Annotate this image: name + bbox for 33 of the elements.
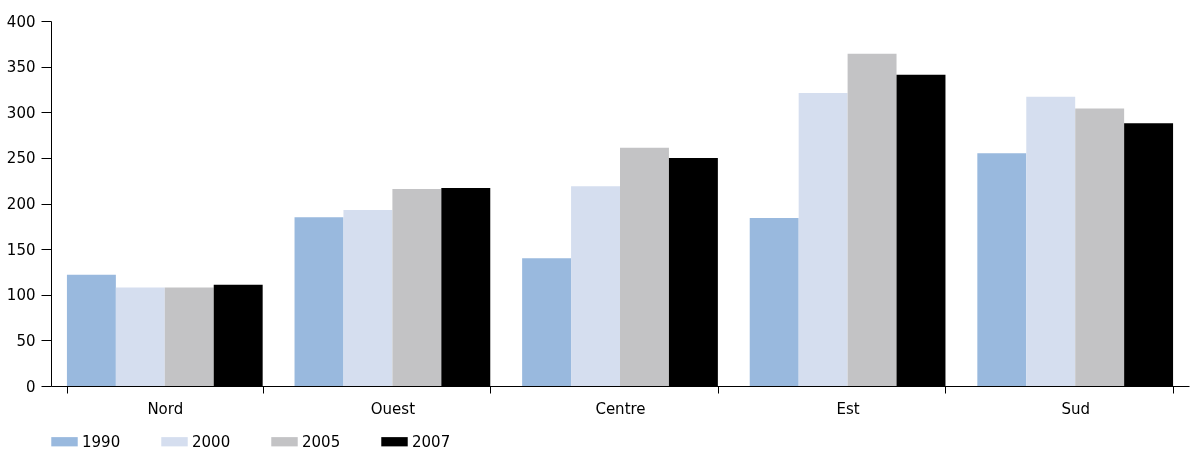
- x-tick-label: Ouest: [370, 399, 416, 418]
- bar: [343, 209, 393, 386]
- bar: [522, 258, 572, 386]
- bar: [392, 188, 442, 386]
- bar: [115, 287, 165, 386]
- bar: [571, 186, 620, 386]
- bar: [847, 53, 897, 386]
- bar: [294, 217, 344, 386]
- bar: [620, 147, 669, 386]
- y-tick-label: 250: [6, 149, 36, 168]
- bar: [798, 93, 848, 386]
- y-tick-label: 350: [6, 58, 36, 77]
- x-tick-label: Sud: [1061, 399, 1090, 418]
- y-tick-label: 150: [6, 240, 36, 259]
- y-tick-label: 100: [6, 286, 36, 305]
- bar: [164, 287, 214, 386]
- legend-label: 2000: [192, 432, 231, 451]
- y-tick-label: 300: [6, 103, 36, 122]
- bar: [1026, 96, 1076, 386]
- x-tick-label: Nord: [147, 399, 184, 418]
- y-tick-label: 400: [6, 12, 36, 31]
- bar: [1075, 108, 1125, 386]
- y-tick-label: 50: [16, 331, 36, 350]
- legend-label: 2005: [302, 432, 341, 451]
- legend-label: 1990: [82, 432, 121, 451]
- bar: [66, 274, 116, 386]
- legend-label: 2007: [412, 432, 451, 451]
- y-tick-label: 0: [25, 377, 36, 396]
- y-tick-label: 200: [6, 195, 36, 213]
- x-tick-label: Est: [836, 399, 860, 418]
- bar: [977, 153, 1027, 386]
- bar: [749, 218, 799, 386]
- x-tick-label: Centre: [595, 399, 646, 418]
